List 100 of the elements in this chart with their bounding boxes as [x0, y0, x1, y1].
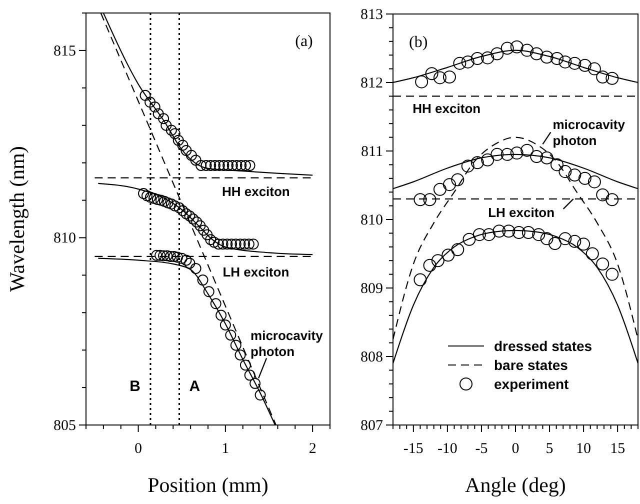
point [165, 250, 176, 262]
point [492, 224, 506, 238]
point [596, 70, 610, 84]
x-tick-label: -15 [403, 441, 424, 457]
point [205, 160, 216, 171]
point [462, 232, 476, 246]
point [188, 214, 199, 224]
point [166, 198, 177, 210]
point [481, 51, 494, 64]
point [451, 173, 464, 186]
point [578, 58, 592, 72]
point [540, 232, 554, 246]
point [577, 238, 590, 251]
y-axis-title: Wavelength (nm) [5, 146, 29, 292]
point [442, 178, 456, 192]
annotation: microcavity photon [552, 117, 626, 148]
point [510, 146, 524, 160]
point [144, 192, 156, 203]
point [558, 55, 572, 68]
point [160, 120, 172, 131]
point [414, 193, 427, 206]
x-tick-label: 0 [512, 441, 520, 457]
point [230, 340, 242, 351]
point [208, 236, 220, 248]
annotation: LH exciton [222, 264, 290, 280]
point [194, 220, 206, 232]
point [510, 40, 524, 54]
point [540, 50, 554, 64]
point [423, 193, 436, 206]
point [222, 238, 233, 250]
point [236, 160, 247, 171]
point [184, 210, 196, 222]
point [481, 153, 494, 166]
point [176, 252, 188, 264]
ref-line-label: A [189, 378, 200, 395]
point [226, 160, 238, 171]
point [220, 319, 231, 330]
annotation: HH exciton [412, 101, 481, 116]
point [433, 71, 446, 84]
annotation: microcavity photon [250, 328, 324, 360]
point [248, 238, 259, 250]
point [162, 197, 174, 208]
point [490, 47, 504, 60]
point [177, 205, 188, 216]
point [243, 238, 254, 250]
point [596, 258, 610, 271]
point [239, 238, 250, 250]
x-tick-label: 10 [576, 441, 592, 457]
point [606, 72, 619, 85]
point [558, 165, 572, 178]
point [568, 56, 582, 70]
x-tick-label: 1 [222, 441, 230, 457]
point [415, 75, 428, 88]
point [558, 232, 572, 246]
y-tick-label: 810 [360, 212, 383, 228]
point [490, 148, 504, 161]
point [442, 248, 455, 262]
point [240, 360, 251, 371]
point [140, 90, 151, 101]
point [530, 47, 544, 60]
point [231, 160, 242, 171]
x-axis-title: Position (mm) [148, 473, 268, 497]
point [548, 236, 562, 250]
point [530, 150, 544, 163]
x-tick-label: 5 [546, 441, 554, 457]
point [169, 128, 180, 140]
point [522, 226, 535, 240]
point [151, 250, 162, 261]
point [586, 247, 599, 260]
point [191, 216, 202, 228]
point [423, 258, 436, 272]
point [442, 70, 456, 84]
point [250, 378, 261, 389]
point [550, 52, 564, 66]
point [520, 44, 534, 57]
point [500, 148, 514, 161]
point [453, 56, 466, 70]
x-axis-title: Angle (deg) [465, 473, 566, 497]
point [461, 55, 474, 68]
point [433, 182, 446, 196]
point [177, 140, 188, 151]
ref-line-label: B [130, 378, 141, 395]
y-tick-label: 815 [54, 43, 76, 60]
legend-label: bare states [494, 357, 568, 373]
x-tick-label: 0 [134, 441, 142, 457]
point [203, 286, 214, 298]
y-tick-label: 810 [54, 230, 76, 247]
point [226, 238, 238, 250]
x-tick-label: 15 [610, 441, 626, 457]
point [154, 250, 166, 261]
point [425, 67, 438, 80]
annotation: (a) [295, 33, 313, 50]
point [190, 262, 202, 274]
point [606, 193, 619, 206]
point [180, 144, 192, 156]
point [588, 62, 601, 76]
point [606, 268, 619, 281]
point [214, 160, 225, 171]
point [254, 390, 266, 401]
point [180, 254, 192, 266]
